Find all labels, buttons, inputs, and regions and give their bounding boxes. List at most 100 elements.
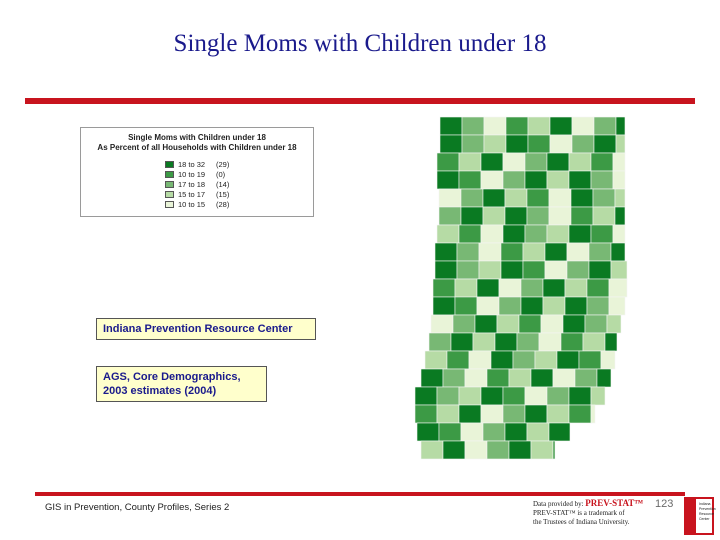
source-box: Indiana Prevention Resource Center — [96, 318, 316, 340]
county-cell — [456, 260, 480, 280]
county-cell — [571, 116, 595, 136]
county-cell — [420, 440, 444, 460]
credit-trademark-line2: the Trustees of Indiana University. — [533, 518, 630, 526]
map-legend: Single Moms with Children under 18 As Pe… — [80, 127, 314, 217]
county-cell — [450, 332, 474, 352]
county-cell — [512, 350, 536, 370]
county-cell — [432, 296, 456, 316]
county-cell — [590, 152, 614, 172]
county-cell — [548, 422, 571, 442]
legend-swatch — [165, 180, 174, 188]
county-cell — [522, 242, 546, 262]
legend-item: 15 to 17 (15) — [165, 189, 313, 199]
county-cell — [439, 116, 463, 136]
legend-count: (14) — [216, 179, 230, 189]
county-cell — [530, 368, 554, 388]
data-source-box: AGS, Core Demographics, 2003 estimates (… — [96, 366, 267, 402]
county-cell — [590, 404, 596, 424]
county-cell — [482, 188, 506, 208]
county-cell — [615, 134, 626, 154]
county-cell — [568, 404, 592, 424]
county-cell — [588, 260, 612, 280]
page-number: 123 — [655, 498, 674, 510]
county-cell — [530, 440, 554, 460]
county-cell — [544, 260, 568, 280]
legend-count: (28) — [216, 199, 230, 209]
county-cell — [504, 188, 528, 208]
county-cell — [614, 206, 626, 226]
county-cell — [500, 260, 524, 280]
county-cell — [483, 116, 507, 136]
county-cell — [586, 296, 610, 316]
legend-count: (0) — [216, 169, 226, 179]
county-cell — [552, 440, 556, 460]
county-cell — [566, 260, 590, 280]
county-cell — [520, 278, 544, 298]
bottom-rule — [35, 492, 685, 496]
county-cell — [476, 278, 500, 298]
data-credit: Data provided by: PREV-STAT™ PREV-STAT™ … — [533, 499, 683, 527]
county-cell — [592, 188, 616, 208]
county-cell — [480, 152, 504, 172]
legend-swatch — [165, 160, 174, 168]
county-cell — [571, 134, 595, 154]
footer-text: GIS in Prevention, County Profiles, Seri… — [45, 502, 230, 513]
county-cell — [504, 206, 528, 226]
county-cell — [446, 350, 470, 370]
logo-red-bar — [684, 497, 696, 535]
county-cell — [526, 422, 550, 442]
county-cell — [482, 206, 506, 226]
county-cell — [524, 152, 548, 172]
county-cell — [498, 278, 522, 298]
county-cell — [508, 368, 532, 388]
county-cell — [420, 368, 444, 388]
county-cell — [524, 170, 548, 190]
county-cell — [436, 404, 460, 424]
slide-title: Single Moms with Children under 18 — [173, 30, 547, 57]
county-cell — [590, 386, 606, 406]
county-cell — [442, 368, 466, 388]
county-cell — [592, 206, 616, 226]
county-cell — [526, 206, 550, 226]
county-cell — [482, 422, 506, 442]
county-cell — [494, 332, 518, 352]
credit-trademark-line1: PREV-STAT™ is a trademark of — [533, 509, 625, 517]
county-cell — [458, 152, 482, 172]
legend-title: Single Moms with Children under 18 As Pe… — [81, 133, 313, 153]
county-cell — [464, 368, 488, 388]
legend-item: 18 to 32 (29) — [165, 159, 313, 169]
county-cell — [476, 296, 500, 316]
county-cell — [460, 422, 484, 442]
county-cell — [546, 224, 570, 244]
legend-swatch — [165, 170, 174, 178]
county-cells — [414, 116, 628, 460]
county-cell — [612, 170, 626, 190]
county-cell — [461, 134, 485, 154]
county-cell — [590, 224, 614, 244]
county-cell — [527, 116, 551, 136]
county-cell — [502, 170, 526, 190]
county-cell — [564, 278, 588, 298]
county-cell — [458, 170, 482, 190]
county-cell — [461, 116, 485, 136]
county-cell — [610, 260, 628, 280]
legend-rows: 18 to 32 (29) 10 to 19 (0) 17 to 18 (14) 15… — [165, 159, 313, 209]
county-cell — [546, 404, 570, 424]
county-cell — [538, 332, 562, 352]
county-cell — [548, 206, 572, 226]
county-cell — [604, 332, 618, 352]
county-cell — [436, 386, 460, 406]
county-cell — [570, 188, 594, 208]
logo-text: Indiana Prevention Resource Center — [699, 502, 716, 521]
legend-title-line1: Single Moms with Children under 18 — [128, 133, 266, 142]
legend-range: 15 to 17 — [178, 189, 206, 199]
county-cell — [504, 422, 528, 442]
county-cell — [436, 152, 460, 172]
county-cell — [546, 170, 570, 190]
county-cell — [478, 260, 502, 280]
county-cell — [464, 440, 488, 460]
county-cell — [549, 116, 573, 136]
county-cell — [600, 350, 616, 370]
county-cell — [490, 350, 514, 370]
county-cell — [593, 134, 617, 154]
